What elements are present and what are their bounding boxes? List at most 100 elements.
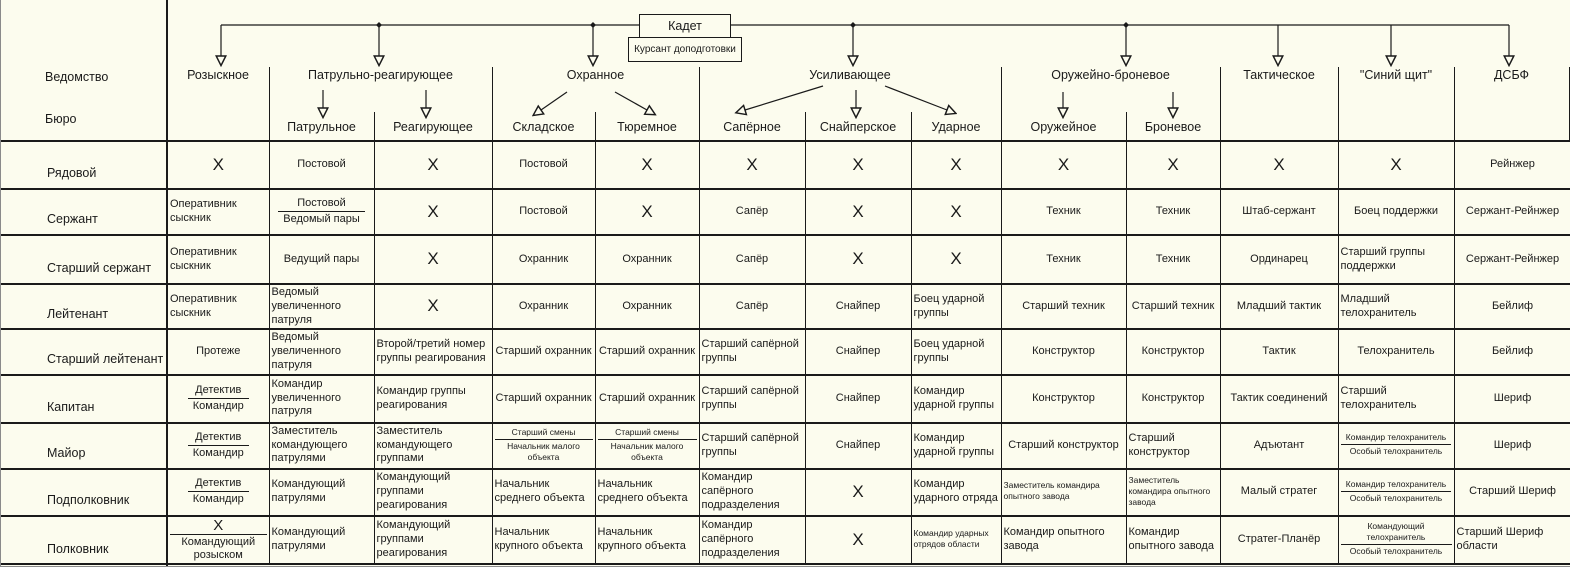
table-cell: Сержант-Рейнжер [1453, 188, 1570, 236]
split-top: Командир телохранитель [1345, 432, 1447, 443]
cell-text: Адъютант [1253, 438, 1305, 451]
table-cell: Младший тактик [1219, 282, 1339, 330]
rank-label: Старший лейтенант [1, 328, 168, 376]
bureau-axis-label: Бюро [45, 112, 77, 126]
department-label: Розыскное [187, 68, 249, 82]
table-cell: Постовой [491, 188, 596, 236]
cell-text: Ведомый увеличенного патруля [271, 331, 342, 371]
cell-text: Стратег-Планёр [1237, 533, 1321, 546]
cell-text: Боец ударной группы [913, 292, 985, 319]
cell-text: Ординарец [1250, 252, 1308, 265]
table-cell: Оперативник сыскник [166, 282, 270, 330]
table-cell: Техник [1125, 188, 1221, 236]
cell-text: Командир ударной группы [913, 431, 995, 458]
cell-text: Снайпер [835, 391, 881, 404]
table-cell: Командир группы реагирования [373, 373, 493, 423]
table-cell: Командир увеличенного патруля [268, 373, 375, 423]
table-cell: Снайпер [804, 421, 912, 469]
table-cell: Старший охранник [594, 328, 700, 376]
table-cell: Второй/третий номер группы реагирования [373, 328, 493, 376]
table-cell: X [373, 140, 493, 190]
table-cell: Охранник [491, 234, 596, 285]
table-cell: X [910, 188, 1002, 236]
table-cell: Детектив Командир [166, 373, 270, 423]
rank-label: Сержант [1, 188, 168, 236]
rank-label: Подполковник [1, 467, 168, 516]
table-cell: Шериф [1453, 421, 1570, 469]
cell-text: Старший охранник [495, 391, 592, 404]
table-cell: Командир сапёрного подразделения [698, 514, 806, 565]
table-row: Майор Детектив Командир Заместитель команду… [1, 421, 1570, 469]
table-cell: Охранник [491, 282, 596, 330]
table-cell: Боец поддержки [1337, 188, 1455, 236]
cell-text: Командир группы реагирования [376, 384, 466, 411]
table-cell: Старший охранник [594, 373, 700, 423]
table-cell: Командир телохранитель Особый телохраните… [1337, 467, 1455, 516]
cell-text: Старший конструктор [1128, 431, 1190, 458]
cell-text: Бейлиф [1491, 345, 1534, 357]
x-mark: X [427, 154, 439, 174]
cell-text: Шериф [1493, 391, 1532, 404]
table-cell: Охранник [594, 282, 700, 330]
split-cell: Детектив Командир [187, 477, 249, 506]
table-cell: X [698, 140, 806, 190]
split-cell: Командир телохранитель Особый телохраните… [1340, 479, 1452, 504]
table-cell: Снайпер [804, 373, 912, 423]
bureau-label: Снайперское [819, 120, 897, 134]
cell-text: Штаб-сержант [1242, 205, 1316, 218]
table-cell: Телохранитель [1337, 328, 1455, 376]
bureau-label: Складское [512, 120, 575, 134]
x-mark: X [852, 481, 864, 501]
table-cell: Командир ударного отряда [910, 467, 1002, 516]
grid-line [374, 112, 375, 140]
table-cell: Командир сапёрного подразделения [698, 467, 806, 516]
table-cell: Тактик [1219, 328, 1339, 376]
table-cell: Командир телохранитель Особый телохраните… [1337, 421, 1455, 469]
table-cell: Старший сапёрной группы [698, 421, 806, 469]
split-bottom: Ведомый пары [278, 211, 365, 226]
cell-text: Боец поддержки [1353, 205, 1439, 218]
table-cell: Начальник среднего объекта [491, 467, 596, 516]
split-bottom: Особый телохранитель [1340, 544, 1452, 557]
table-cell: Командующий патрулями [268, 514, 375, 565]
bottom-strip [1, 556, 1570, 566]
table-cell: Ведомый увеличенного патруля [268, 282, 375, 330]
split-top: X [213, 516, 224, 534]
cell-text: Командир увеличенного патруля [271, 377, 342, 418]
table-cell: Конструктор [1000, 373, 1127, 423]
rank-label: Лейтенант [1, 282, 168, 330]
bottom-strip-divider [166, 556, 168, 566]
table-cell: Техник [1125, 234, 1221, 285]
grid-line [1220, 67, 1221, 140]
org-connectors [1, 22, 1570, 140]
table-row: Старший лейтенант Протеже Ведомый увеличен… [1, 328, 1570, 376]
split-bottom: Начальник малого объекта [597, 438, 697, 463]
bureau-label: Патрульное [287, 120, 356, 134]
table-cell: Штаб-сержант [1219, 188, 1339, 236]
table-cell: Старший сапёрной группы [698, 328, 806, 376]
table-cell: Шериф [1453, 373, 1570, 423]
cell-text: Младший тактик [1236, 299, 1322, 312]
x-mark: X [212, 154, 224, 174]
cell-text: Постовой [519, 205, 568, 218]
table-cell: Командир ударных отрядов области [910, 514, 1002, 565]
table-cell: X [166, 140, 270, 190]
split-top: Постовой [297, 197, 346, 210]
table-cell: X [1125, 140, 1221, 190]
table-cell: Старший группы поддержки [1337, 234, 1455, 285]
split-bottom: Командир [187, 444, 249, 460]
cell-text: Телохранитель [1357, 345, 1435, 357]
org-root-note-label: Курсант доподготовки [634, 44, 736, 55]
cell-text: Техник [1046, 205, 1081, 218]
split-bottom: Командир [187, 397, 249, 413]
cell-text: Старший группы поддержки [1340, 245, 1426, 272]
table-cell: Младший телохранитель [1337, 282, 1455, 330]
table-cell: Оперативник сыскник [166, 234, 270, 285]
table-cell: Старший конструктор [1000, 421, 1127, 469]
x-mark: X [852, 529, 864, 549]
table-cell: Заместитель командующего группами [373, 421, 493, 469]
table-cell: Старший смены Начальник малого объекта [491, 421, 596, 469]
department-label: Охранное [566, 68, 625, 82]
table-cell: Конструктор [1125, 328, 1221, 376]
table-row: Полковник X Командующий розыском Командующи… [1, 514, 1570, 565]
